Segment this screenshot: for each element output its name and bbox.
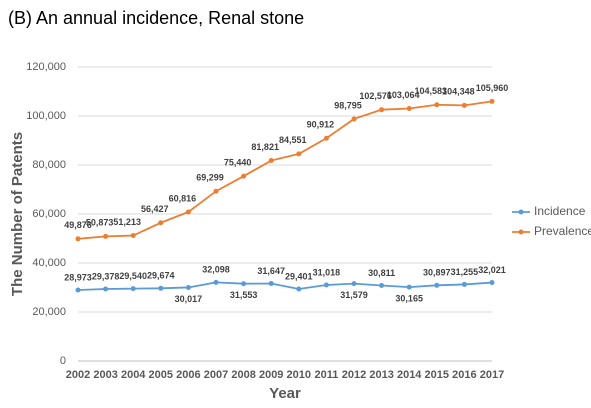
y-tick-label: 120,000 — [26, 61, 66, 73]
data-label: 104,348 — [442, 87, 475, 97]
data-label: 32,021 — [478, 265, 506, 275]
data-label: 102,576 — [359, 91, 392, 101]
y-tick-label: 60,000 — [32, 208, 66, 220]
data-point — [75, 287, 81, 293]
data-label: 90,912 — [307, 120, 335, 130]
data-point — [75, 236, 81, 242]
data-point — [489, 98, 495, 104]
data-point — [268, 158, 274, 164]
data-point — [158, 220, 164, 226]
x-tick-label: 2002 — [66, 369, 90, 381]
data-label: 29,378 — [92, 271, 120, 281]
data-point — [185, 284, 191, 290]
data-point — [379, 283, 385, 289]
y-tick-label: 40,000 — [32, 257, 66, 269]
data-label: 31,255 — [451, 267, 479, 277]
x-tick-label: 2015 — [425, 369, 449, 381]
data-point — [461, 281, 467, 287]
data-label: 60,816 — [169, 193, 197, 203]
data-point — [296, 151, 302, 157]
data-point — [434, 102, 440, 108]
data-label: 31,553 — [230, 290, 258, 300]
data-point — [103, 233, 109, 239]
data-point — [323, 135, 329, 141]
data-point — [213, 279, 219, 285]
data-point — [296, 286, 302, 292]
x-tick-label: 2007 — [204, 369, 228, 381]
data-label: 31,018 — [313, 267, 341, 277]
data-point — [130, 286, 136, 292]
data-label: 103,064 — [387, 90, 420, 100]
legend-label: Incidence — [534, 204, 586, 218]
data-point — [489, 280, 495, 286]
data-point — [461, 102, 467, 108]
data-label: 81,821 — [251, 142, 279, 152]
x-tick-label: 2009 — [259, 369, 283, 381]
data-label: 31,579 — [340, 290, 368, 300]
x-tick-label: 2010 — [287, 369, 311, 381]
data-point — [158, 285, 164, 291]
data-label: 29,674 — [147, 271, 175, 281]
data-label: 32,098 — [202, 265, 230, 275]
data-label: 56,427 — [141, 204, 169, 214]
data-point — [351, 281, 357, 287]
y-axis-label: The Number of Patents — [9, 132, 26, 296]
data-point — [434, 282, 440, 288]
data-point — [241, 281, 247, 287]
data-label: 75,440 — [224, 158, 252, 168]
x-axis-label: Year — [269, 385, 301, 402]
data-label: 29,401 — [285, 271, 313, 281]
y-tick-label: 20,000 — [32, 306, 66, 318]
data-label: 30,811 — [368, 268, 395, 278]
x-tick-label: 2012 — [342, 369, 366, 381]
x-tick-label: 2006 — [176, 369, 200, 381]
data-label: 105,960 — [476, 83, 509, 93]
data-label: 104,583 — [415, 86, 448, 96]
x-tick-label: 2013 — [369, 369, 393, 381]
data-label: 49,876 — [64, 220, 92, 230]
y-tick-label: 100,000 — [26, 110, 66, 122]
data-point — [323, 282, 329, 288]
data-point — [406, 284, 412, 290]
chart-title: (B) An annual incidence, Renal stone — [8, 8, 304, 28]
x-tick-label: 2014 — [397, 369, 422, 381]
data-point — [351, 116, 357, 122]
x-tick-label: 2016 — [452, 369, 476, 381]
legend-label: Prevalence — [534, 224, 591, 238]
series-line — [77, 100, 493, 240]
x-tick-label: 2004 — [121, 369, 146, 381]
data-label: 30,017 — [175, 294, 203, 304]
data-label: 29,540 — [119, 271, 147, 281]
data-label: 50,873 — [86, 218, 114, 228]
x-tick-label: 2005 — [149, 369, 173, 381]
data-label: 28,973 — [64, 272, 92, 282]
data-label: 51,213 — [113, 217, 141, 227]
data-point — [130, 233, 136, 239]
x-tick-label: 2011 — [314, 369, 338, 381]
x-tick-label: 2017 — [480, 369, 504, 381]
data-label: 98,795 — [334, 100, 362, 110]
data-point — [185, 209, 191, 215]
legend-marker — [518, 209, 524, 215]
data-point — [213, 188, 219, 194]
data-label: 30,165 — [395, 293, 423, 303]
data-label: 30,897 — [423, 268, 451, 278]
data-point — [103, 286, 109, 292]
data-point — [241, 173, 247, 179]
data-point — [379, 107, 385, 113]
series-line — [77, 281, 493, 291]
y-tick-label: 80,000 — [32, 159, 66, 171]
data-label: 84,551 — [279, 135, 307, 145]
legend-marker — [518, 229, 524, 235]
data-label: 31,647 — [257, 266, 285, 276]
y-tick-label: 0 — [60, 355, 66, 367]
data-label: 69,299 — [196, 173, 224, 183]
data-point — [268, 280, 274, 286]
x-tick-label: 2008 — [231, 369, 255, 381]
data-point — [406, 105, 412, 111]
x-tick-label: 2003 — [93, 369, 117, 381]
